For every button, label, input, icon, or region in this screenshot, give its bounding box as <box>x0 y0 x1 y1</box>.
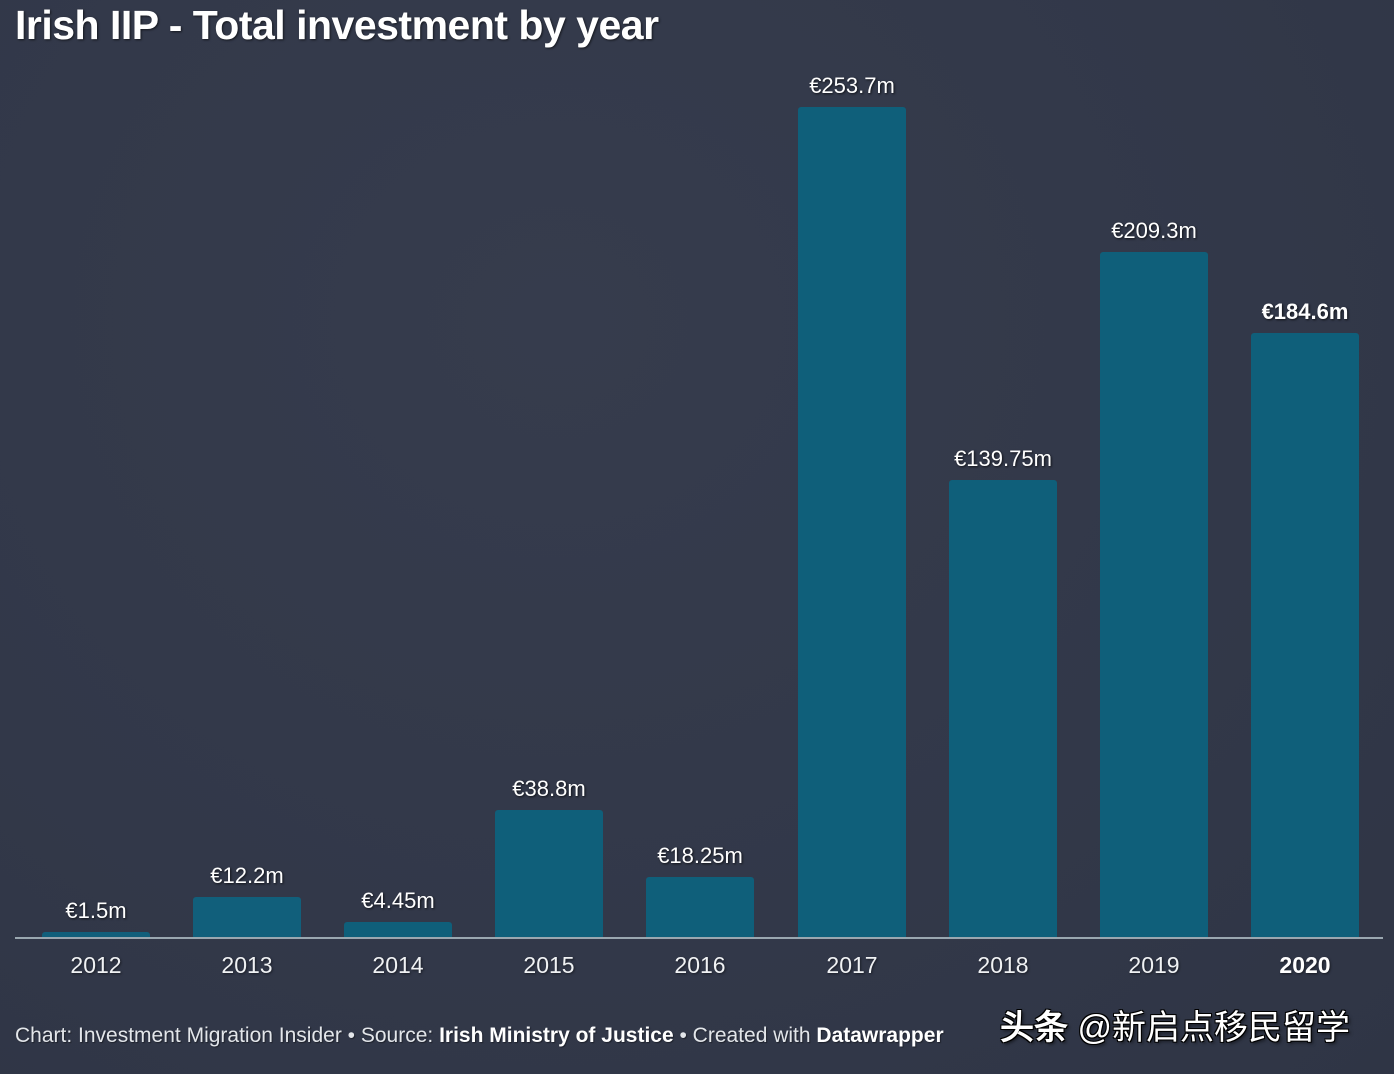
footer-chart-author: Investment Migration Insider <box>78 1024 342 1047</box>
bar-2014[interactable] <box>344 922 452 937</box>
watermark: 头条 @新启点移民留学 <box>1000 1000 1350 1049</box>
watermark-brand: 头条 <box>1000 1009 1068 1047</box>
footer-datawrapper-link[interactable]: Datawrapper <box>816 1024 944 1047</box>
footer-source-link[interactable]: Irish Ministry of Justice <box>439 1024 674 1047</box>
value-label-2020: €184.6m <box>1261 299 1349 324</box>
x-axis-label-2020: 2020 <box>1279 952 1331 978</box>
footer-separator: • <box>341 1024 361 1047</box>
x-axis-label-2012: 2012 <box>70 952 122 978</box>
value-label-2016: €18.25m <box>657 843 743 868</box>
x-axis-label-2014: 2014 <box>372 952 424 978</box>
value-label-2017: €253.7m <box>809 73 895 98</box>
x-axis-label-2019: 2019 <box>1128 952 1180 978</box>
x-axis-baseline <box>15 937 1383 939</box>
value-label-2013: €12.2m <box>210 863 284 888</box>
bar-2019[interactable] <box>1100 252 1208 937</box>
bar-2018[interactable] <box>949 480 1057 937</box>
bar-2020[interactable] <box>1251 333 1359 937</box>
value-label-2012: €1.5m <box>65 898 127 923</box>
value-label-2015: €38.8m <box>512 776 586 801</box>
x-axis-label-2018: 2018 <box>977 952 1029 978</box>
value-label-2019: €209.3m <box>1111 218 1197 243</box>
bar-2012[interactable] <box>42 932 150 937</box>
value-label-2014: €4.45m <box>361 888 435 913</box>
x-axis-label-2015: 2015 <box>523 952 575 978</box>
footer-chart-prefix: Chart: <box>15 1024 79 1047</box>
chart-footer: Chart: Investment Migration Insider • So… <box>15 1024 944 1048</box>
x-axis-label-2017: 2017 <box>826 952 878 978</box>
bar-2016[interactable] <box>646 877 754 937</box>
value-label-2018: €139.75m <box>954 446 1052 471</box>
x-axis-label-2016: 2016 <box>674 952 726 978</box>
bar-chart-plot-area: €1.5m 2012 €12.2m 2013 €4.45m 2014 €38.8m 2015 €… <box>15 73 1383 978</box>
footer-separator: • <box>673 1024 693 1047</box>
footer-source-prefix: Source: <box>360 1024 440 1047</box>
chart-title: Irish IIP - Total investment by year <box>15 2 659 48</box>
footer-created-prefix: Created with <box>692 1024 817 1047</box>
bar-2015[interactable] <box>495 810 603 937</box>
bar-2013[interactable] <box>193 897 301 937</box>
bar-2017[interactable] <box>798 107 906 937</box>
x-axis-label-2013: 2013 <box>221 952 273 978</box>
watermark-handle: @新启点移民留学 <box>1068 1009 1350 1047</box>
